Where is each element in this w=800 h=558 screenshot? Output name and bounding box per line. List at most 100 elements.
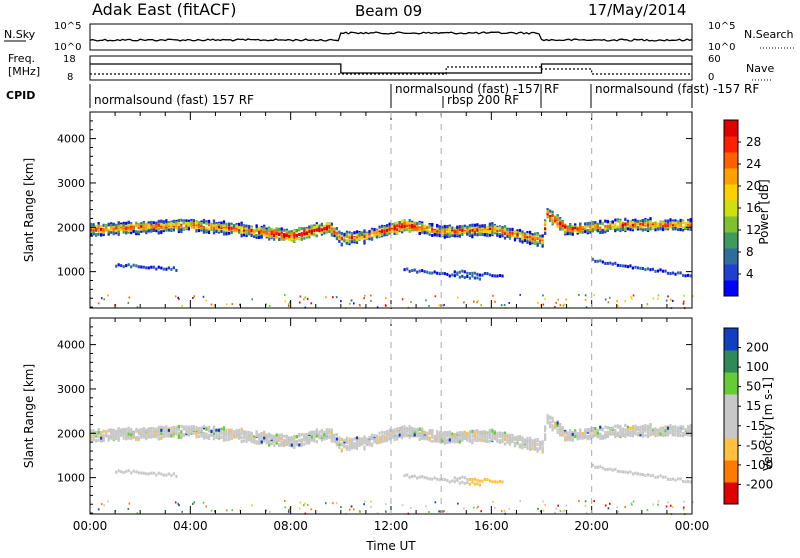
power-cell [404, 219, 406, 222]
power-cell [647, 221, 649, 224]
velocity-cell [170, 429, 172, 432]
power-cell [370, 295, 372, 297]
power-cell [123, 231, 125, 234]
power-cell [480, 304, 482, 306]
power-cell [637, 266, 639, 269]
power-cell [501, 275, 503, 278]
velocity-cell [95, 439, 97, 442]
power-cell [537, 302, 539, 304]
velocity-cell [232, 509, 234, 511]
power-cell [585, 299, 587, 301]
power-cell [632, 224, 634, 227]
power-cell [662, 222, 664, 225]
power-cell [624, 223, 626, 226]
velocity-cell [326, 437, 328, 440]
power-cell [629, 264, 631, 267]
velocity-cell [215, 432, 217, 435]
velocity-cell [539, 443, 541, 446]
power-cell [612, 226, 614, 229]
velocity-cell [602, 467, 604, 470]
power-cell [496, 275, 498, 278]
power-cell [145, 230, 147, 233]
power-cell [544, 221, 546, 224]
velocity-cell [140, 472, 142, 475]
power-cell [642, 226, 644, 229]
velocity-cell [220, 436, 222, 439]
velocity-cell [599, 433, 601, 436]
power-cell [529, 238, 531, 241]
velocity-cell [479, 484, 481, 487]
velocity-cell [361, 438, 363, 441]
velocity-cell [682, 427, 684, 430]
velocity-cell [486, 432, 488, 435]
velocity-cell [682, 432, 684, 435]
velocity-cell [419, 438, 421, 441]
velocity-cell [195, 428, 197, 431]
velocity-cell [175, 431, 177, 434]
velocity-cell [115, 435, 117, 438]
power-cell [534, 242, 536, 245]
power-cell [680, 228, 682, 231]
velocity-cell [409, 432, 411, 435]
velocity-cell [607, 468, 609, 471]
velocity-cell [316, 431, 318, 434]
velocity-cell [241, 436, 243, 439]
power-cell [521, 241, 523, 244]
power-cell [439, 231, 441, 234]
power-cell [351, 240, 353, 243]
power-cell [524, 234, 526, 237]
power-cell [351, 300, 353, 302]
power-cell [486, 234, 488, 237]
power-cell [178, 219, 180, 222]
power-cell [371, 231, 373, 234]
velocity-cell [386, 435, 388, 438]
power-cell [578, 294, 580, 296]
velocity-cell [584, 431, 586, 434]
power-cell [243, 225, 245, 228]
power-cell [599, 259, 601, 262]
velocity-cell [627, 428, 629, 431]
power-cell [537, 234, 539, 237]
power-cell [508, 302, 510, 304]
velocity-cell [198, 427, 200, 430]
power-cell [288, 238, 290, 241]
velocity-cell [511, 438, 513, 441]
power-cell [113, 232, 115, 235]
velocity-cell [376, 442, 378, 445]
power-cell [225, 232, 227, 235]
power-cell [175, 222, 177, 225]
power-cell [409, 226, 411, 229]
velocity-cell [135, 430, 137, 433]
power-cell [494, 274, 496, 277]
velocity-cell [178, 425, 180, 428]
velocity-cell [476, 434, 478, 437]
velocity-cell [110, 434, 112, 437]
power-cell [669, 225, 671, 228]
velocity-cell [155, 428, 157, 431]
velocity-cell [193, 425, 195, 428]
velocity-cell [479, 480, 481, 483]
velocity-cell [614, 425, 616, 428]
power-cell [363, 240, 365, 243]
power-cell [225, 223, 227, 226]
velocity-cell [476, 482, 478, 485]
power-cell [205, 229, 207, 232]
power-cell [228, 223, 230, 226]
velocity-cell [299, 508, 301, 510]
velocity-cell [411, 475, 413, 478]
velocity-cell [619, 428, 621, 431]
velocity-cell [385, 503, 387, 505]
power-cell [123, 265, 125, 268]
velocity-cell [273, 437, 275, 440]
power-cell [338, 240, 340, 243]
power-cell [569, 232, 571, 235]
power-cell [308, 233, 310, 236]
velocity-cell [150, 472, 152, 475]
power-cell [113, 228, 115, 231]
velocity-cell [194, 501, 196, 503]
power-cell [594, 221, 596, 224]
power-cell [113, 223, 115, 226]
velocity-cell [333, 437, 335, 440]
velocity-cell [231, 433, 233, 436]
power-cell [118, 263, 120, 266]
